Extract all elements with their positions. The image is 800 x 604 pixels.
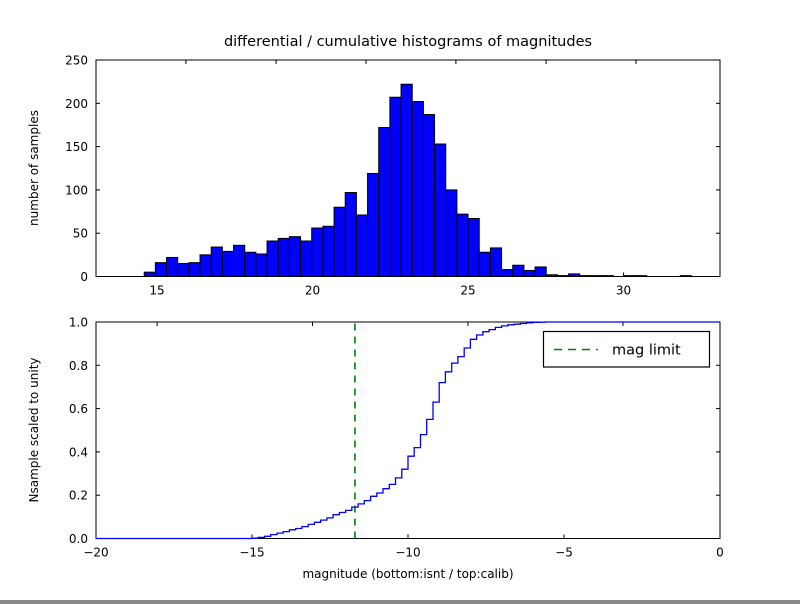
top-axes: 15 20 25 30 0 50 100 150 200 250 (65, 54, 721, 298)
histogram-bar (355, 214, 369, 278)
x-tick-label: 15 (149, 284, 164, 298)
histogram-bar (445, 189, 458, 277)
histogram-bar (422, 114, 436, 277)
histogram-bar (579, 275, 592, 278)
histogram-bar (478, 251, 491, 277)
histogram-bar (635, 275, 648, 278)
histogram-bar (623, 275, 637, 278)
y-tick-label: 150 (65, 140, 88, 154)
histogram-bar (244, 251, 257, 277)
histogram-bar (389, 96, 402, 277)
histogram-bar (378, 127, 391, 277)
histogram-bar (333, 206, 346, 277)
histogram-bar (411, 101, 424, 278)
x-tick-label: −15 (239, 546, 264, 560)
histogram-bar (266, 240, 279, 278)
x-tick-label: −10 (395, 546, 420, 560)
y-tick-label: 1.0 (69, 316, 88, 330)
histogram-bar (590, 275, 603, 278)
histogram-bar (143, 271, 156, 278)
y-tick-label: 250 (65, 54, 88, 68)
x-tick-label: 30 (616, 284, 631, 298)
y-tick-label: 0.6 (69, 402, 88, 416)
y-tick-label: 0.4 (69, 445, 88, 459)
histogram-bar (534, 266, 547, 277)
y-tick-label: 200 (65, 97, 88, 111)
y-tick-label: 50 (73, 227, 88, 241)
figure-title: differential / cumulative histograms of … (224, 34, 592, 50)
histogram-bar (523, 269, 536, 277)
histogram-bar (177, 263, 190, 278)
x-tick-label: 0 (716, 546, 724, 560)
histogram-bar (233, 244, 246, 278)
histogram-bar (434, 143, 447, 277)
y-tick-label: 0 (80, 270, 88, 284)
histogram-bar (556, 275, 570, 278)
histogram-bar (166, 256, 179, 277)
histogram-bar (188, 262, 201, 278)
histogram-bar (400, 83, 413, 277)
y-tick-label: 100 (65, 183, 88, 197)
top-ylabel: number of samples (27, 110, 41, 226)
histogram-bar (467, 217, 480, 277)
x-tick-label: −20 (83, 546, 108, 560)
y-tick-label: 0.8 (69, 359, 88, 373)
histogram-bar (456, 213, 469, 277)
cumulative-curve (96, 321, 720, 540)
x-tick-label: 25 (460, 284, 475, 298)
histogram-bar (322, 225, 335, 278)
bottom-axes: −20 −15 −10 −5 0 0.0 0.2 0.4 0.6 0.8 1.0 (69, 316, 724, 560)
histogram-bar (489, 247, 503, 277)
histogram-bar (601, 275, 614, 278)
histogram-bar (568, 273, 581, 278)
histogram-bar (344, 191, 357, 277)
y-tick-label: 0.2 (69, 489, 88, 503)
histogram-bar (288, 236, 302, 277)
histogram-bar (679, 275, 692, 278)
histogram-bar (255, 253, 268, 277)
x-tick-label: −5 (555, 546, 573, 560)
histogram-bar (311, 227, 324, 277)
histogram-bar (154, 262, 168, 278)
bottom-ylabel: Nsample scaled to unity (27, 358, 41, 503)
x-tick-label: 20 (305, 284, 320, 298)
histogram-bars (143, 83, 692, 278)
histogram-bar (210, 246, 223, 277)
legend: mag limit (542, 330, 711, 368)
histogram-bar (277, 237, 290, 277)
y-tick-label: 0.0 (69, 532, 88, 546)
histogram-bar (221, 250, 235, 278)
bottom-xlabel: magnitude (bottom:isnt / top:calib) (302, 567, 513, 581)
histogram-bar (199, 254, 212, 278)
legend-label: mag limit (612, 343, 681, 359)
histogram-bar (300, 240, 313, 278)
histogram-bar (545, 274, 558, 278)
histogram-bar (367, 172, 380, 277)
histogram-bar (501, 269, 514, 277)
histogram-bar (512, 264, 525, 278)
